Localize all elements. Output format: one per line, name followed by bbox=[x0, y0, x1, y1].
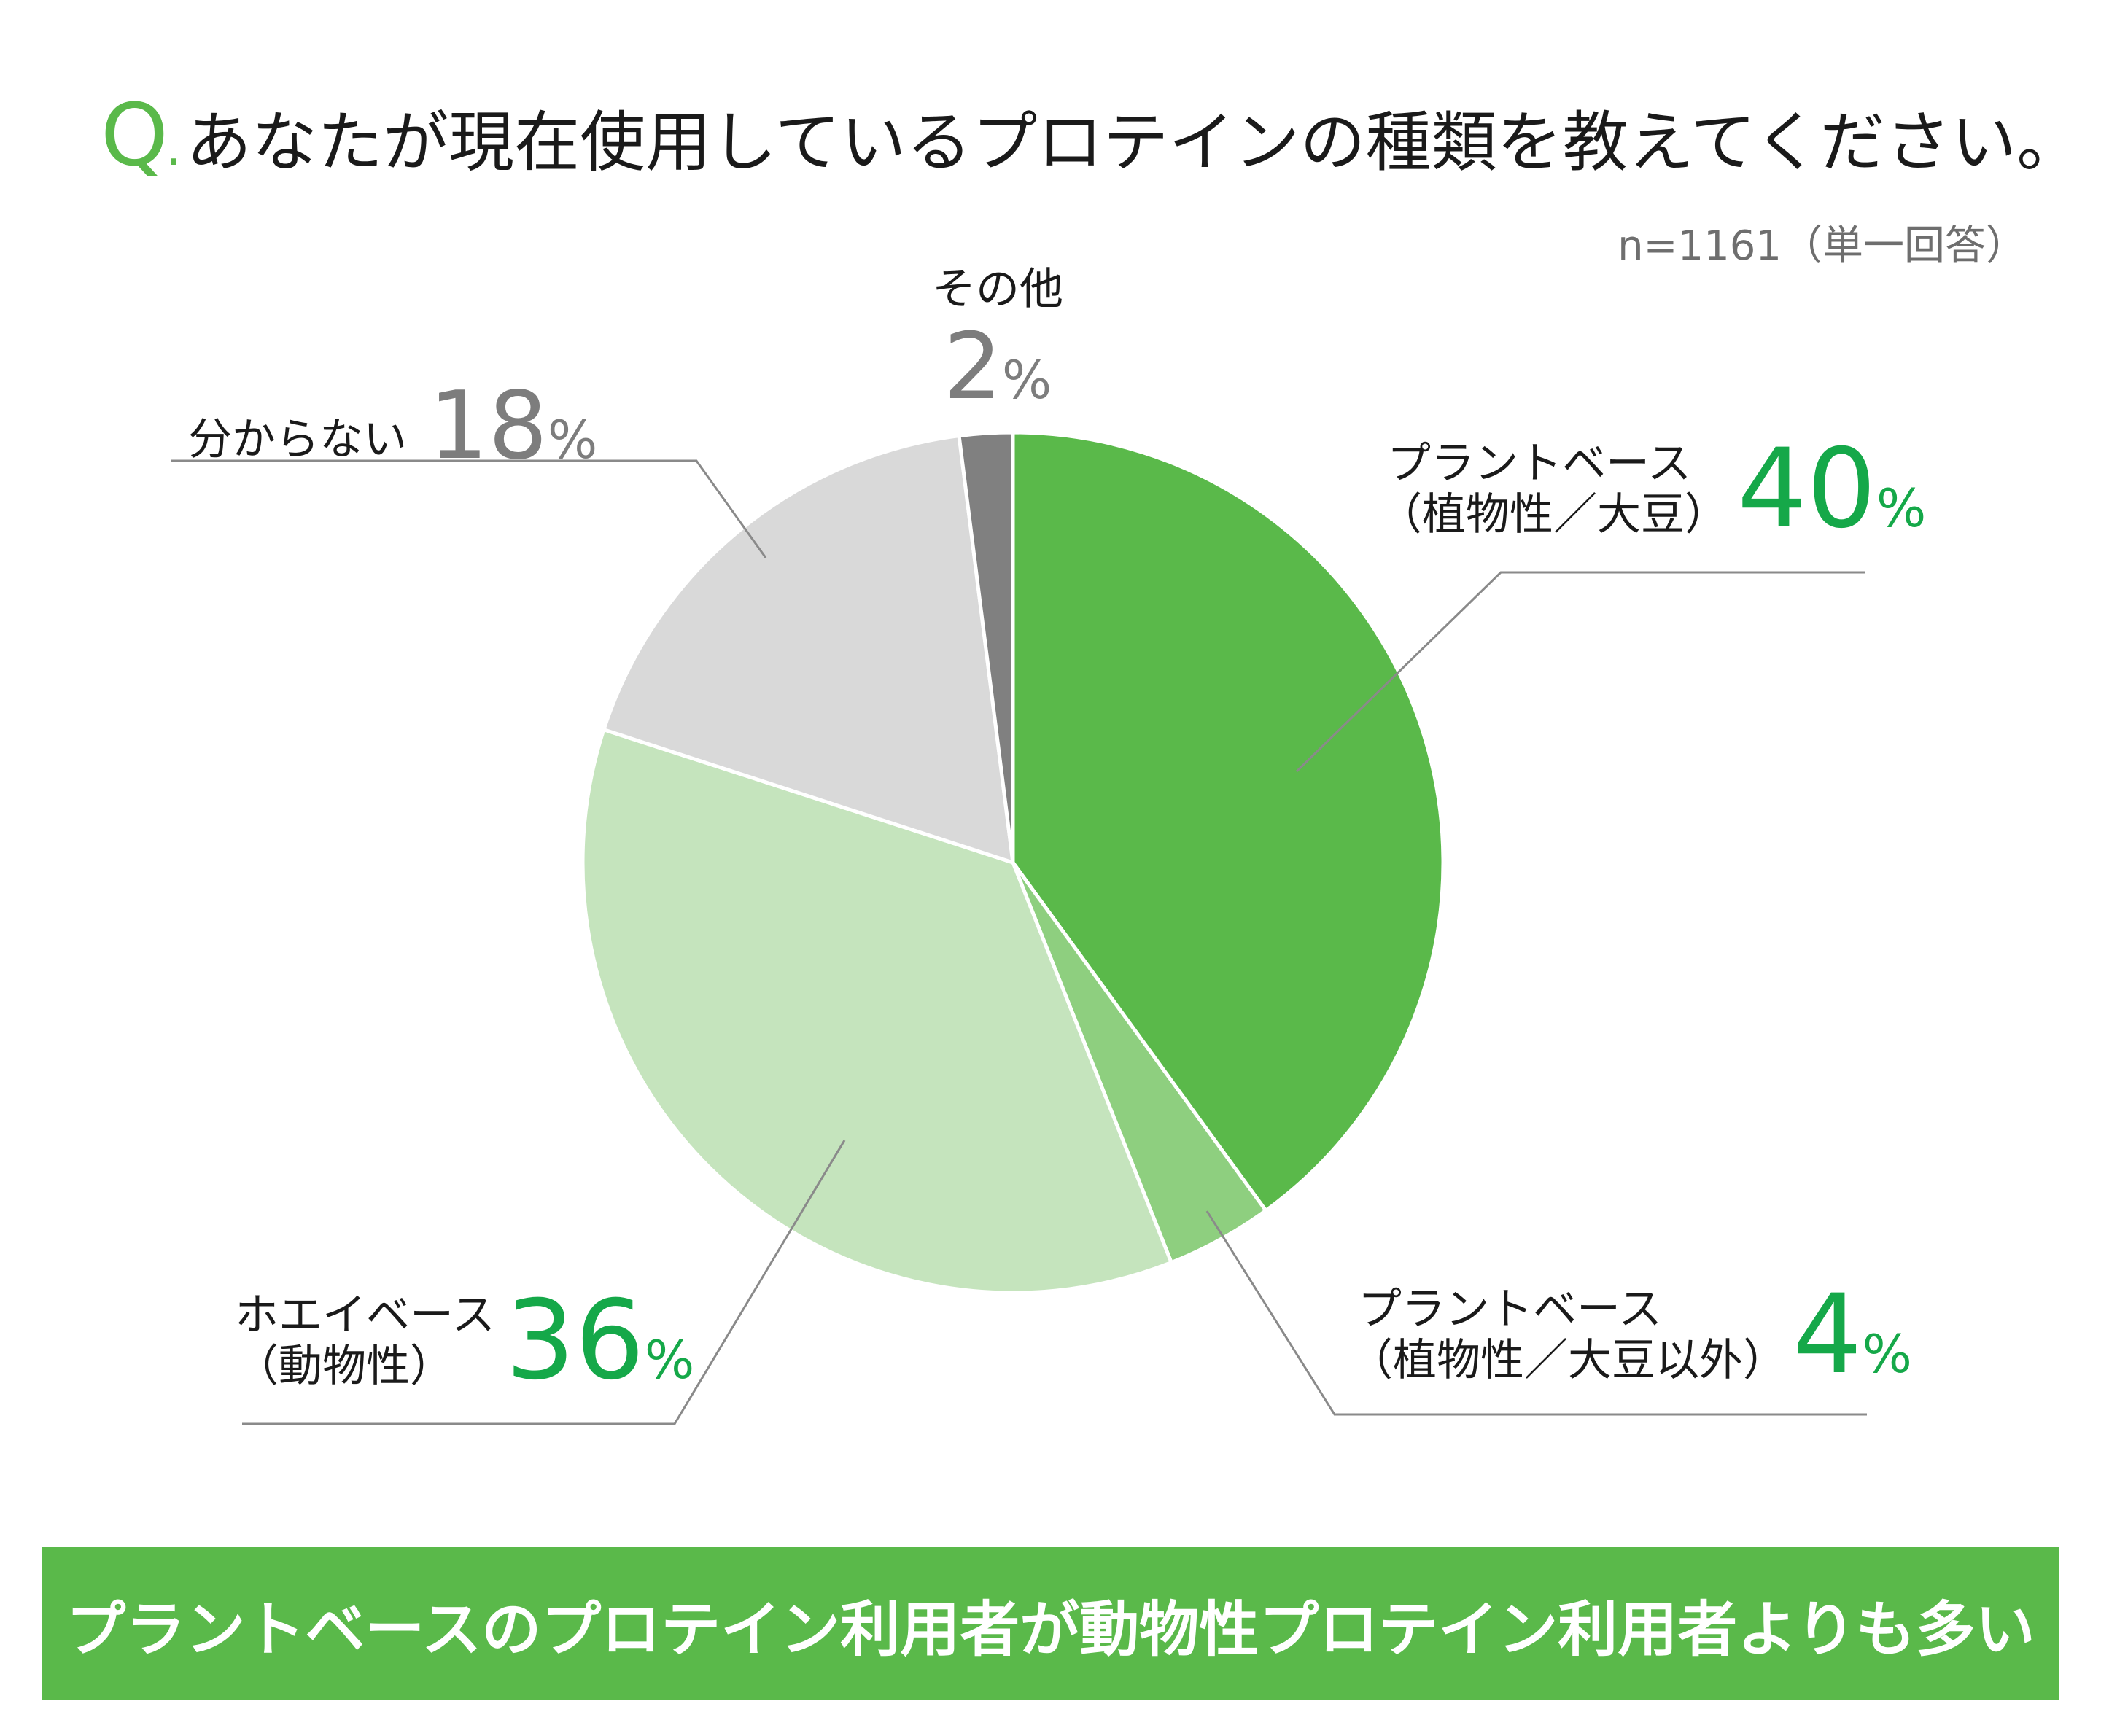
sample-size-note: n=1161（単一回答） bbox=[1618, 222, 2027, 270]
label-whey: ホエイベース （動物性） 36% bbox=[235, 1286, 694, 1396]
pct-unknown-sym: % bbox=[547, 409, 598, 470]
chart-title: Q.あなたが現在使用しているプロテインの種類を教えてください。 bbox=[101, 80, 2082, 190]
leader-line-whey bbox=[242, 1140, 846, 1425]
question-text: あなたが現在使用しているプロテインの種類を教えてください。 bbox=[186, 104, 2083, 181]
label-plant-other-line2: （植物性／大豆以外） bbox=[1349, 1335, 1787, 1386]
conclusion-text: プラントベースのプロテイン利用者が動物性プロテイン利用者よりも多い bbox=[66, 1595, 2035, 1665]
label-plant-soy: プラントベース （植物性／大豆） 40% bbox=[1378, 435, 1926, 544]
label-plant-other: プラントベース （植物性／大豆以外） 4% bbox=[1349, 1280, 1912, 1390]
label-other: その他 2% bbox=[925, 264, 1071, 421]
label-plant-soy-line1: プラントベース bbox=[1387, 438, 1691, 489]
label-unknown: 分からない 18% bbox=[188, 372, 597, 481]
pct-plant-soy-sym: % bbox=[1876, 478, 1927, 539]
leader-line-plant-soy bbox=[1295, 571, 1865, 773]
pct-other-num: 2 bbox=[943, 313, 1002, 420]
label-plant-soy-text: プラントベース （植物性／大豆） bbox=[1378, 438, 1728, 540]
label-whey-text: ホエイベース （動物性） bbox=[235, 1290, 495, 1392]
pct-whey-sym: % bbox=[644, 1329, 695, 1390]
leader-line-unknown bbox=[171, 459, 767, 558]
label-whey-line1: ホエイベース bbox=[235, 1290, 495, 1341]
label-other-name: その他 bbox=[932, 264, 1063, 315]
label-plant-other-text: プラントベース （植物性／大豆以外） bbox=[1349, 1284, 1787, 1386]
label-plant-soy-line2: （植物性／大豆） bbox=[1378, 489, 1728, 540]
label-whey-pct: 36% bbox=[505, 1286, 694, 1396]
pct-plant-soy-num: 40 bbox=[1737, 426, 1876, 553]
label-plant-other-line1: プラントベース bbox=[1358, 1284, 1662, 1335]
label-whey-line2: （動物性） bbox=[235, 1341, 454, 1392]
pct-whey-num: 36 bbox=[505, 1277, 645, 1404]
leader-line-plant-other bbox=[1205, 1210, 1867, 1416]
pct-plant-other-sym: % bbox=[1862, 1323, 1912, 1385]
q-dot: . bbox=[165, 117, 182, 177]
label-unknown-name: 分からない bbox=[188, 414, 407, 465]
label-plant-soy-pct: 40% bbox=[1737, 435, 1926, 544]
pie-slice-other bbox=[957, 430, 1015, 865]
pie-slice-unknown bbox=[602, 434, 1015, 865]
q-mark: Q bbox=[101, 85, 168, 185]
label-unknown-pct: 18% bbox=[429, 372, 597, 481]
conclusion-banner: プラントベースのプロテイン利用者が動物性プロテイン利用者よりも多い bbox=[42, 1547, 2059, 1700]
pct-plant-other-num: 4 bbox=[1793, 1272, 1863, 1398]
pct-unknown-num: 18 bbox=[429, 372, 548, 480]
pie-slice-plant-soy bbox=[1011, 430, 1445, 1213]
pct-other-sym: % bbox=[1001, 349, 1052, 410]
label-plant-other-pct: 4% bbox=[1793, 1280, 1912, 1390]
pie-slice-whey bbox=[580, 728, 1173, 1295]
label-other-pct: 2% bbox=[925, 312, 1071, 421]
